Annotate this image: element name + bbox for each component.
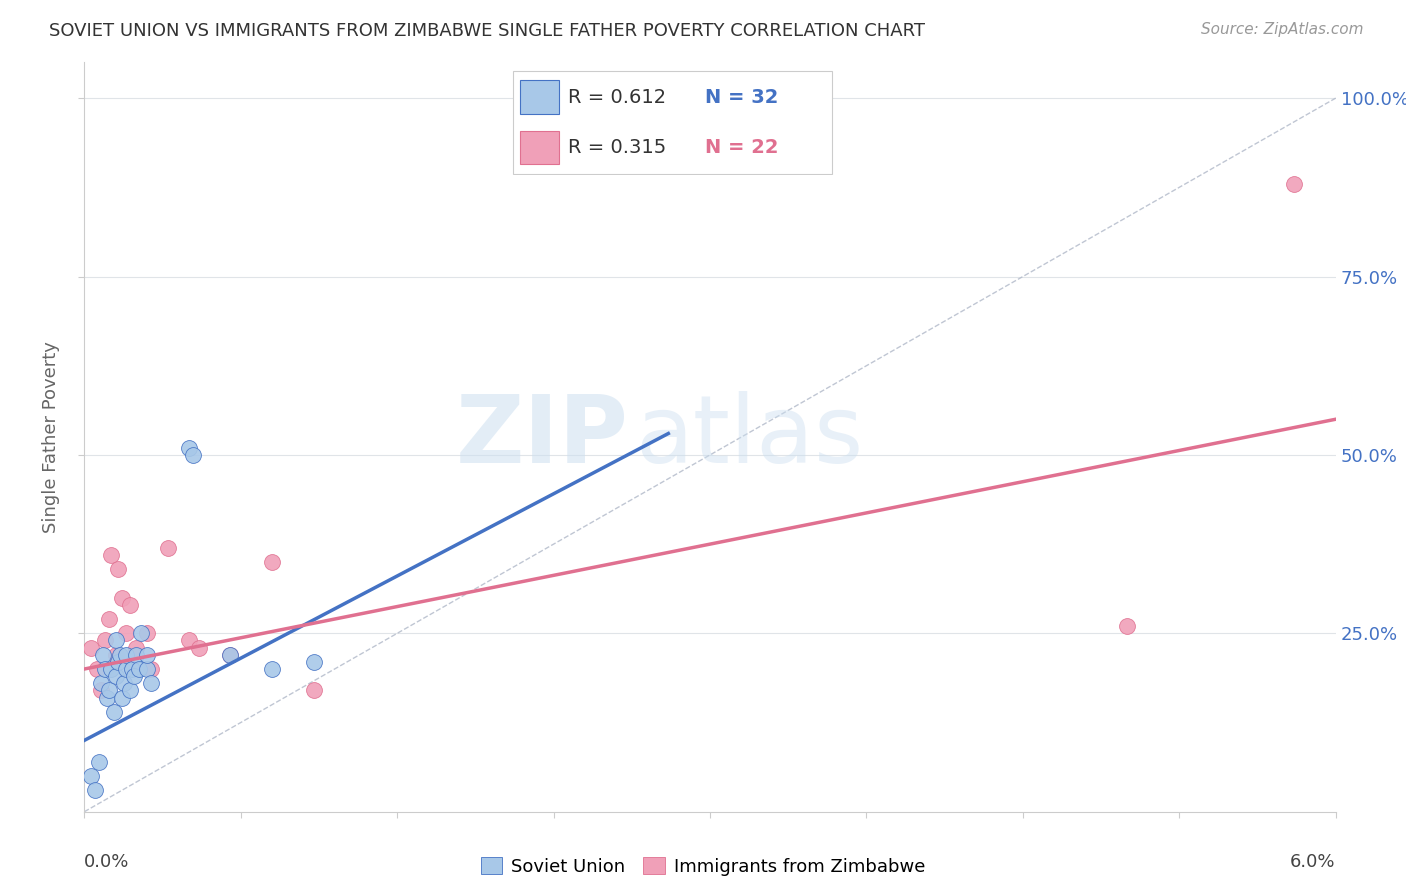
Point <box>188 640 211 655</box>
Text: atlas: atlas <box>636 391 863 483</box>
Point <box>79 640 101 655</box>
Point <box>219 648 242 662</box>
Point <box>83 783 105 797</box>
Point <box>115 662 138 676</box>
Point <box>136 648 159 662</box>
Point <box>107 562 129 576</box>
Point <box>86 662 108 676</box>
Text: ZIP: ZIP <box>456 391 628 483</box>
Point <box>262 662 284 676</box>
Point <box>79 769 101 783</box>
Point <box>136 626 159 640</box>
Point <box>107 655 129 669</box>
Point <box>115 648 138 662</box>
Text: Source: ZipAtlas.com: Source: ZipAtlas.com <box>1201 22 1364 37</box>
Point <box>139 676 162 690</box>
Point <box>104 669 127 683</box>
Point <box>87 755 110 769</box>
Point <box>177 633 200 648</box>
Point <box>111 591 134 605</box>
Point <box>181 448 204 462</box>
Point <box>302 655 325 669</box>
Point <box>112 676 135 690</box>
Point <box>125 648 148 662</box>
Point <box>262 555 284 569</box>
Point <box>115 626 138 640</box>
Point <box>302 683 325 698</box>
Point <box>94 633 117 648</box>
Point <box>136 662 159 676</box>
Point <box>100 662 122 676</box>
Point <box>1116 619 1139 633</box>
Point <box>94 662 117 676</box>
Point <box>90 683 112 698</box>
Point <box>120 683 142 698</box>
Point <box>90 676 112 690</box>
Y-axis label: Single Father Poverty: Single Father Poverty <box>42 341 60 533</box>
Point <box>128 662 150 676</box>
Legend: Soviet Union, Immigrants from Zimbabwe: Soviet Union, Immigrants from Zimbabwe <box>474 850 932 883</box>
Point <box>103 705 125 719</box>
Point <box>1282 177 1305 191</box>
Point <box>124 669 146 683</box>
Point <box>129 626 152 640</box>
Point <box>104 633 127 648</box>
Text: SOVIET UNION VS IMMIGRANTS FROM ZIMBABWE SINGLE FATHER POVERTY CORRELATION CHART: SOVIET UNION VS IMMIGRANTS FROM ZIMBABWE… <box>49 22 925 40</box>
Point <box>219 648 242 662</box>
Point <box>91 648 114 662</box>
Text: 0.0%: 0.0% <box>84 853 129 871</box>
Point <box>125 640 148 655</box>
Point <box>177 441 200 455</box>
Point <box>98 683 121 698</box>
Point <box>156 541 179 555</box>
Point <box>96 690 118 705</box>
Point <box>121 662 143 676</box>
Point <box>120 598 142 612</box>
Text: 6.0%: 6.0% <box>1291 853 1336 871</box>
Point <box>98 612 121 626</box>
Point <box>108 648 131 662</box>
Point <box>139 662 162 676</box>
Point <box>100 548 122 562</box>
Point <box>111 690 134 705</box>
Point <box>104 648 127 662</box>
